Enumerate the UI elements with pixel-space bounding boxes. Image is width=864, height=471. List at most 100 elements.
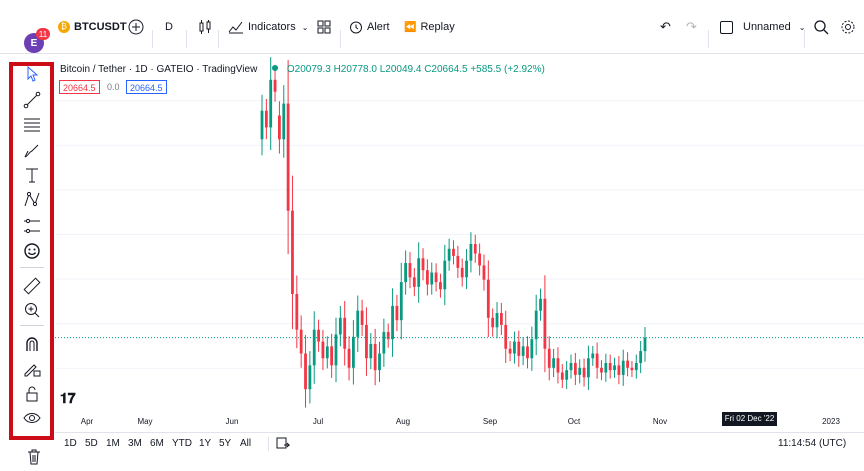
- symbol-title: Bitcoin / Tether · 1D · GATEIO · Trading…: [60, 64, 258, 75]
- chart-type-button[interactable]: [198, 0, 212, 54]
- zoom-tool[interactable]: [22, 300, 42, 320]
- candle-body: [600, 367, 603, 373]
- candle-body: [630, 367, 634, 371]
- candle-body: [282, 103, 286, 140]
- candle-body: [569, 363, 573, 371]
- candle-body: [391, 305, 394, 340]
- remove-drawings-button[interactable]: [24, 447, 44, 467]
- prediction-tool[interactable]: [22, 216, 42, 236]
- emoji-tool[interactable]: [22, 241, 42, 261]
- range-3m[interactable]: 3M: [128, 438, 142, 449]
- candle-body: [404, 263, 408, 283]
- candle-body: [365, 324, 368, 359]
- goto-date-button[interactable]: [276, 436, 291, 453]
- range-1m[interactable]: 1M: [106, 438, 120, 449]
- candle-body: [417, 258, 421, 287]
- utc-clock[interactable]: 11:14:54 (UTC): [778, 438, 847, 449]
- candle-body: [269, 79, 273, 128]
- buy-price[interactable]: 20664.5: [126, 80, 167, 94]
- replay-button[interactable]: ⏪ Replay: [404, 21, 455, 33]
- arrow-cursor-icon: [27, 66, 39, 82]
- candle-body: [604, 363, 608, 373]
- candle-body: [478, 253, 482, 266]
- time-axis[interactable]: Apr May Jun Jul Aug Sep Oct Nov 2023: [55, 413, 864, 429]
- range-5y[interactable]: 5Y: [219, 438, 232, 449]
- symbol-label: BTCUSDT: [74, 21, 127, 33]
- candle-body: [386, 332, 390, 340]
- brush-tool[interactable]: [22, 141, 42, 161]
- range-1d[interactable]: 1D: [64, 438, 77, 449]
- range-all[interactable]: All: [240, 438, 252, 449]
- axis-label: May: [137, 417, 153, 426]
- sell-price[interactable]: 20664.5: [59, 80, 100, 94]
- candle-body: [291, 210, 294, 294]
- notification-badge: 11: [36, 28, 50, 40]
- candles-icon: [199, 20, 211, 34]
- candle-body: [304, 353, 307, 390]
- candle-body: [582, 367, 586, 378]
- range-1y[interactable]: 1Y: [199, 438, 212, 449]
- candle-body: [347, 348, 351, 368]
- range-5d[interactable]: 5D: [85, 438, 98, 449]
- candle-body: [434, 272, 438, 283]
- alert-button[interactable]: Alert: [349, 0, 390, 54]
- candle-body: [608, 363, 612, 371]
- candle-body: [317, 329, 320, 342]
- pattern-tool[interactable]: [22, 190, 42, 210]
- bottom-toolbar: 1D 5D 1M 3M 6M YTD 1Y 5Y All 11:14:54 (U…: [55, 432, 864, 456]
- pattern-icon: [24, 191, 40, 207]
- redo-button[interactable]: ↷: [686, 0, 697, 54]
- candle-body: [278, 115, 281, 140]
- cursor-tool[interactable]: [22, 64, 42, 84]
- layout-name-button[interactable]: Unnamed ⌄: [720, 0, 805, 54]
- candle-body: [425, 270, 429, 285]
- alarm-clock-icon: [350, 21, 362, 34]
- redo-icon: ↷: [686, 19, 697, 34]
- unlock-icon: [26, 386, 38, 402]
- candle-body: [343, 317, 347, 349]
- spread-value: 0.0: [107, 82, 120, 92]
- candle-body: [299, 329, 303, 354]
- settings-button[interactable]: [840, 0, 856, 54]
- range-6m[interactable]: 6M: [150, 438, 164, 449]
- measure-tool[interactable]: [22, 276, 42, 296]
- range-ytd[interactable]: YTD: [172, 438, 192, 449]
- candle-body: [508, 348, 512, 354]
- layouts-button[interactable]: [317, 0, 331, 54]
- magnet-tool[interactable]: [22, 334, 42, 354]
- indicators-button[interactable]: Indicators ⌄: [228, 0, 308, 54]
- compare-button[interactable]: [128, 0, 144, 54]
- axis-label: Aug: [395, 417, 411, 426]
- candle-body: [264, 110, 268, 128]
- search-button[interactable]: [814, 0, 829, 54]
- candle-body: [495, 313, 499, 328]
- hide-drawings-tool[interactable]: [22, 408, 42, 428]
- candle-body: [430, 272, 434, 285]
- separator: [804, 30, 805, 48]
- price-chart[interactable]: [55, 56, 864, 413]
- candle-body: [330, 346, 334, 366]
- candle-body: [260, 110, 264, 140]
- indicators-icon: [228, 21, 243, 34]
- layout-square-icon: [720, 20, 733, 34]
- candle-body: [286, 103, 290, 211]
- candle-body: [421, 258, 425, 271]
- fib-tool[interactable]: [22, 115, 42, 135]
- text-tool[interactable]: [22, 165, 42, 185]
- search-icon: [814, 19, 829, 34]
- axis-label: 2023: [822, 417, 840, 426]
- trend-line-tool[interactable]: [22, 90, 42, 110]
- undo-button[interactable]: ↶: [660, 0, 671, 54]
- interval-button[interactable]: D: [165, 21, 173, 33]
- symbol-search-button[interactable]: ₿ BTCUSDT: [58, 0, 127, 54]
- candle-body: [556, 358, 560, 373]
- candle-body: [469, 244, 473, 261]
- axis-label: Jun: [225, 417, 239, 426]
- lock-drawing-tool[interactable]: [22, 359, 42, 379]
- candle-body: [591, 353, 595, 359]
- candle-body: [530, 339, 534, 359]
- axis-label: Sep: [482, 417, 498, 426]
- candle-body: [482, 265, 486, 280]
- lock-all-tool[interactable]: [22, 384, 42, 404]
- trash-icon: [28, 449, 40, 465]
